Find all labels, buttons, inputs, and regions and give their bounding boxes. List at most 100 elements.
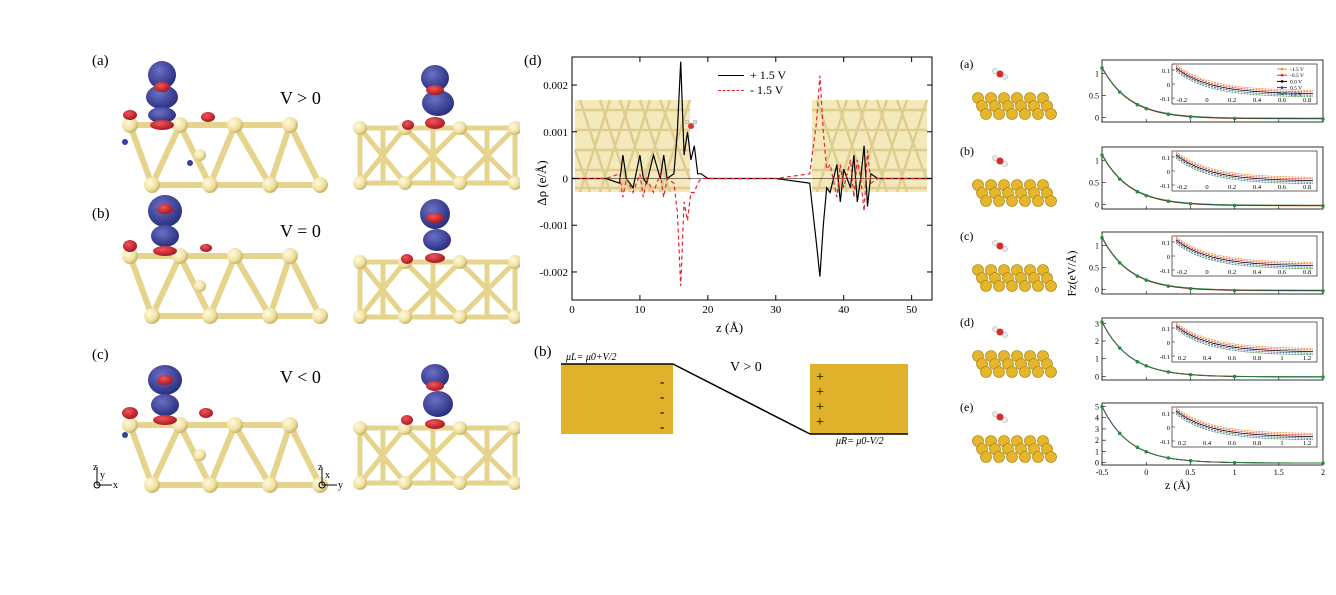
inset-curve (1175, 410, 1313, 437)
series-line-plus (572, 61, 932, 277)
data-point (1321, 289, 1325, 293)
inset-curve (1175, 156, 1313, 183)
data-point (1321, 204, 1325, 208)
inset-x-tick-label: 0.2 (1228, 269, 1236, 276)
y-tick-label: 1 (1095, 69, 1099, 78)
right-charge-signs: + + + + (816, 370, 824, 430)
data-point (1100, 153, 1104, 157)
inset-curve (1175, 328, 1313, 356)
y-tick-label: 1 (1095, 355, 1099, 364)
legend-label-minus: - 1.5 V (750, 83, 784, 97)
data-point (1118, 261, 1122, 265)
data-point (1188, 202, 1192, 206)
inset-x-tick-label: 1 (1280, 355, 1283, 362)
hydrogen-atom (1002, 417, 1008, 423)
gold-slab-image (972, 264, 1057, 292)
row-b-label: (b) (92, 206, 110, 222)
y-tick-label: 1 (1095, 241, 1099, 250)
inset-y-tick-label: -0.1 (1160, 183, 1170, 190)
right-x-axis-label: z (Å) (1165, 478, 1190, 492)
hydrogen-atom (1002, 161, 1008, 167)
inset-y-tick-label: 0 (1167, 425, 1170, 432)
y-tick-label: 0.001 (543, 127, 568, 139)
panel-label: (e) (960, 400, 973, 414)
y-tick-label: 3 (1095, 425, 1099, 434)
oxygen-atom (996, 70, 1004, 78)
inset-curve (1175, 67, 1313, 94)
structure-a-yz (353, 65, 520, 190)
hydrogen-atom (1002, 332, 1008, 338)
y-tick-label: 0 (1095, 459, 1099, 468)
structure-a-xz (122, 61, 328, 193)
force-panel-b: (b) 0 0.5 1 0.1 0 -0.1 -0.2 0 0.2 0.4 0.6 0.8 (960, 144, 1325, 210)
inset-x-tick-label: -0.2 (1177, 97, 1187, 104)
right-electrode (810, 364, 908, 434)
mu-right-label: μR= μ0-V/2 (836, 436, 884, 447)
inset-curve (1175, 151, 1313, 178)
inset-curve (1175, 413, 1313, 441)
inset-x-tick-label: 1 (1280, 440, 1283, 447)
axis-x-label-xz: x (113, 480, 118, 491)
density-structures (93, 61, 520, 590)
data-point (1135, 360, 1139, 364)
inset-frame (1171, 63, 1318, 105)
data-point (1233, 288, 1237, 293)
data-point (1188, 115, 1192, 119)
inset-x-tick-label: 0.4 (1253, 184, 1262, 191)
y-tick-label: 0 (1095, 201, 1099, 210)
gold-slab-image (972, 435, 1057, 463)
data-point (1233, 116, 1237, 121)
data-point (1188, 373, 1192, 377)
data-point (1188, 459, 1192, 463)
legend-line-minus (718, 90, 744, 91)
inset-x-tick-label: 0 (1205, 269, 1208, 276)
oxygen-atom (996, 413, 1004, 421)
y-tick-label: 1 (1095, 156, 1099, 165)
y-tick-label: 0 (563, 174, 569, 186)
inset-curve (1175, 241, 1313, 268)
force-panel-d: (d) 0 1 2 3 0.1 0 -0.1 0.2 0.4 0.6 0.8 1 1.2 (960, 315, 1325, 381)
inset-y-tick-label: 0.1 (1162, 155, 1170, 162)
inset-y-tick-label: -0.1 (1160, 268, 1170, 275)
y-tick-label: -0.001 (540, 220, 568, 232)
inset-y-tick-label: 0 (1167, 169, 1170, 176)
y-tick-label: 2 (1095, 337, 1099, 346)
inset-curve (1175, 70, 1313, 98)
x-tick-label: 30 (770, 304, 782, 316)
left-electrode (561, 364, 673, 434)
x-tick-label: 0.5 (1185, 468, 1195, 477)
data-point (1166, 284, 1170, 288)
data-point (1118, 90, 1122, 94)
hydrogen-atom (1002, 74, 1008, 80)
data-point (1233, 203, 1237, 208)
data-point (1166, 112, 1170, 116)
inset-legend-marker (1280, 80, 1284, 83)
schematic-voltage-label: V > 0 (730, 360, 762, 375)
axes-indicator-yz (318, 467, 337, 489)
data-point (1144, 194, 1148, 198)
oxygen-atom (996, 328, 1004, 336)
minus-sign: - (660, 419, 665, 434)
plus-sign: + (816, 415, 824, 430)
y-tick-label: 5 (1095, 402, 1099, 411)
gold-slab-image (972, 179, 1057, 207)
axis-x-label-yz: x (325, 470, 330, 481)
y-tick-label: 0 (1095, 372, 1099, 381)
mu-left-label: μL= μ0+V/2 (566, 352, 617, 363)
density-difference-chart: 0 10 20 30 40 50 0.002 0.001 0 -0.001 -0.002 (540, 56, 933, 316)
inset-plot: 0.1 0 -0.1 -0.2 0 0.2 0.4 0.6 0.8 (1160, 150, 1318, 192)
molecule-image (684, 119, 698, 129)
data-point (1135, 274, 1139, 278)
inset-curve (1175, 236, 1313, 263)
inset-x-tick-label: 0.6 (1228, 355, 1237, 362)
hydrogen-atom (992, 155, 998, 161)
inset-curve (1175, 157, 1313, 185)
y-tick-label: 0 (1095, 114, 1099, 123)
structure-b-yz (353, 199, 520, 324)
panel-d-label: (d) (524, 53, 542, 69)
x-tick-label: 10 (634, 304, 646, 316)
inset-y-tick-label: -0.1 (1160, 96, 1170, 103)
y-tick-label: -0.002 (540, 267, 568, 279)
inset-x-tick-label: -0.2 (1177, 184, 1187, 191)
data-point (1100, 66, 1104, 70)
